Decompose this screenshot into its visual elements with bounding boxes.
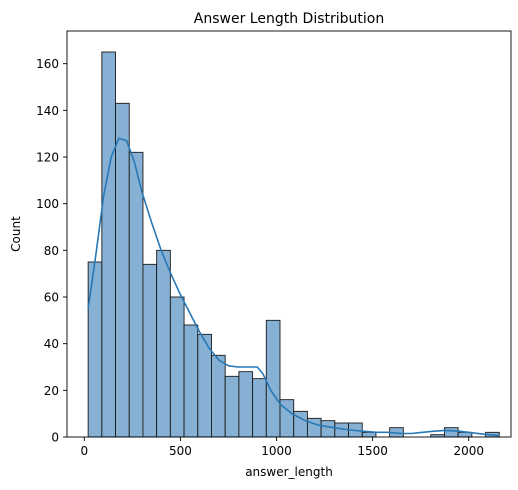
histogram-bar [252,378,267,438]
y-tick-label: 80 [44,244,59,258]
histogram-bar [142,263,158,438]
histogram-bar [224,375,240,438]
histogram-bar [87,261,103,438]
histogram-bar [128,151,144,438]
y-tick-label: 60 [44,291,59,305]
histogram-bar [361,431,377,438]
x-tick-label: 2000 [453,444,484,458]
y-tick-label: 120 [36,151,59,165]
chart-title: Answer Length Distribution [194,11,384,27]
y-tick-label: 140 [36,104,59,118]
x-tick-label: 1500 [357,444,388,458]
histogram-bar [306,417,322,438]
histogram-bar [156,249,171,438]
histogram-bar [101,51,116,438]
histogram-bar [444,427,459,438]
x-tick-label: 1000 [261,444,292,458]
plot-frame [66,30,512,438]
y-tick-label: 100 [36,197,59,211]
histogram-bar [183,324,199,438]
y-tick-label: 20 [44,384,59,398]
x-tick-label: 0 [80,444,88,458]
histogram-bar [115,102,130,438]
histogram-bar [211,354,226,438]
kde-line [87,137,500,437]
histogram-bar [169,296,185,438]
histogram-bar [265,319,281,438]
x-tick-label: 500 [169,444,192,458]
x-axis-label: answer_length [245,465,333,479]
y-tick-label: 160 [36,57,59,71]
y-axis-label: Count [9,216,23,252]
histogram-bar [320,420,336,438]
histogram-bar [238,371,254,438]
y-tick-label: 0 [51,431,59,445]
y-tick-label: 40 [44,337,59,351]
